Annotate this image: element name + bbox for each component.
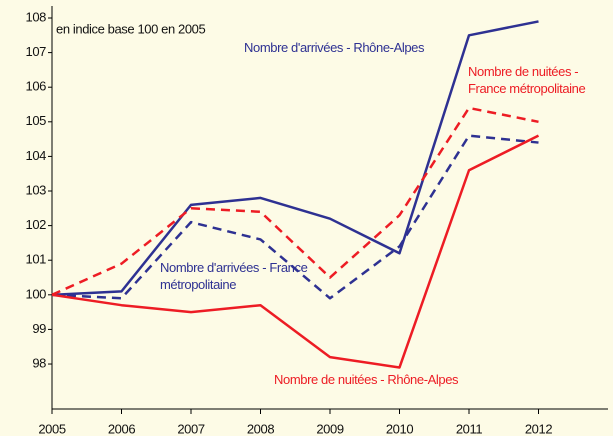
chart-subtitle: en indice base 100 en 2005 [56,21,206,36]
y-tick-label: 99 [32,321,46,336]
y-tick-label: 102 [26,217,47,232]
series-label: Nombre d'arrivées - Rhône-Alpes [244,40,425,55]
x-tick-label: 2008 [247,421,274,436]
x-tick-label: 2011 [456,421,483,436]
y-tick-label: 106 [26,79,47,94]
series-line [51,106,539,296]
y-tick-label: 105 [26,113,47,128]
series-line [51,134,540,369]
y-tick-label: 104 [26,148,47,163]
y-tick-label: 101 [26,252,47,267]
series-label: Nombre d'arrivées - France métropolitain… [160,260,308,292]
x-tick-label: 2010 [386,421,413,436]
x-tick-label: 2005 [38,421,65,436]
x-tick-label: 2006 [108,421,135,436]
y-tick-label: 107 [26,44,47,59]
series-line [51,134,539,300]
y-tick-label: 103 [26,182,47,197]
x-tick-label: 2009 [316,421,343,436]
x-tick-label: 2007 [177,421,204,436]
series-label: Nombre de nuitées - France métropolitain… [468,64,586,96]
y-tick-label: 98 [32,355,46,370]
x-tick-label: 2012 [525,421,552,436]
series-label: Nombre de nuitées - Rhône-Alpes [274,372,459,387]
y-tick-label: 108 [26,9,47,24]
series-line [51,20,539,297]
y-tick-label: 100 [26,286,47,301]
